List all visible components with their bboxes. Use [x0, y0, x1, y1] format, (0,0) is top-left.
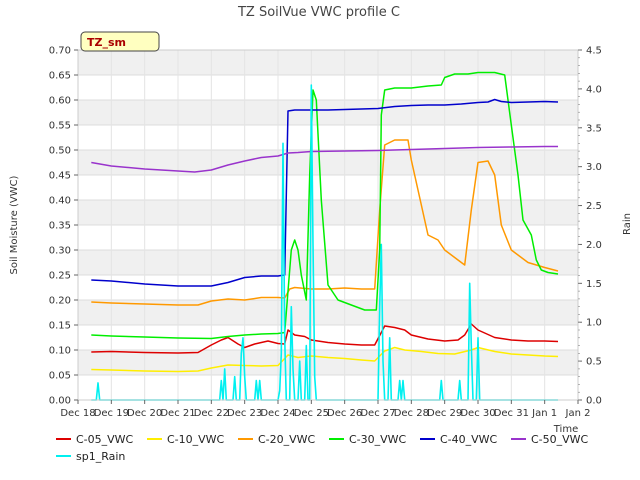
x-tick-label: Jan 2 — [565, 408, 591, 419]
legend-label: C-05_VWC — [76, 433, 134, 446]
x-tick-label: Dec 18 — [60, 408, 95, 419]
x-tick-label: Dec 27 — [360, 408, 395, 419]
y-tick-label: 0.65 — [49, 71, 71, 82]
x-tick-label: Dec 25 — [294, 408, 329, 419]
y-tick-label: 0.40 — [49, 196, 71, 207]
chart-title: TZ SoilVue VWC profile C — [237, 5, 400, 20]
y2-tick-label: 2.0 — [586, 240, 602, 251]
series-line-c-10-vwc — [91, 346, 559, 373]
x-tick-label: Dec 21 — [160, 408, 195, 419]
background-band — [78, 50, 578, 75]
y-axis-ticks: 0.00 0.05 0.10 0.15 0.20 0.25 0.30 0.35 0.40 0.45… — [49, 46, 78, 407]
background-band — [78, 375, 578, 400]
y-tick-label: 0.00 — [49, 396, 71, 407]
y2-axis-label: Rain — [622, 213, 633, 235]
legend-label: C-40_VWC — [440, 433, 498, 446]
background-band — [78, 175, 578, 200]
site-badge: TZ_sm — [80, 31, 160, 52]
x-axis-label: Time — [553, 424, 578, 435]
y2-tick-label: 0.5 — [586, 357, 602, 368]
x-tick-label: Dec 22 — [194, 408, 229, 419]
background-band — [78, 125, 578, 150]
x-tick-label: Jan 1 — [531, 408, 557, 419]
y-tick-label: 0.55 — [49, 121, 71, 132]
y2-axis-ticks: 0.0 0.5 1.0 1.5 2.0 2.5 3.0 3.5 4.0 4.5 — [578, 46, 602, 407]
y2-tick-label: 3.0 — [586, 162, 602, 173]
background-band — [78, 75, 578, 100]
y2-tick-label: 1.5 — [586, 279, 602, 290]
series-line-c-50-vwc — [91, 145, 558, 173]
x-tick-label: Dec 20 — [127, 408, 162, 419]
y2-tick-label: 0.0 — [586, 396, 602, 407]
y-tick-label: 0.45 — [49, 171, 71, 182]
background-bands — [78, 50, 578, 400]
legend: C-05_VWC C-10_VWC C-20_VWC C-30_VWC C-40_VWC… — [56, 433, 589, 463]
x-tick-label: Dec 26 — [327, 408, 362, 419]
x-tick-label: Dec 19 — [94, 408, 129, 419]
y-tick-label: 0.35 — [49, 221, 71, 232]
x-tick-label: Dec 24 — [260, 408, 295, 419]
legend-label: C-50_VWC — [531, 433, 589, 446]
y2-tick-label: 4.5 — [586, 46, 602, 57]
y2-tick-label: 3.5 — [586, 123, 602, 134]
x-tick-label: Dec 29 — [427, 408, 462, 419]
series-line-c-20-vwc — [91, 139, 559, 306]
legend-label: sp1_Rain — [76, 450, 125, 463]
y2-tick-label: 2.5 — [586, 201, 602, 212]
y2-tick-label: 4.0 — [586, 84, 602, 95]
legend-label: C-30_VWC — [349, 433, 407, 446]
site-badge-text: TZ_sm — [87, 36, 126, 49]
background-band — [78, 150, 578, 175]
background-band — [78, 225, 578, 250]
y-tick-label: 0.30 — [49, 246, 71, 257]
series-line-c-30-vwc — [91, 71, 559, 340]
y-tick-label: 0.15 — [49, 321, 71, 332]
background-band — [78, 200, 578, 225]
background-band — [78, 100, 578, 125]
x-tick-label: Dec 31 — [494, 408, 529, 419]
y-axis-label: Soil Moisture (VWC) — [9, 175, 20, 274]
legend-label: C-20_VWC — [258, 433, 316, 446]
legend-label: C-10_VWC — [167, 433, 225, 446]
x-tick-label: Dec 30 — [460, 408, 495, 419]
y-tick-label: 0.50 — [49, 146, 71, 157]
series-line-c-40-vwc — [91, 98, 559, 287]
y2-tick-label: 1.0 — [586, 318, 602, 329]
x-tick-label: Dec 28 — [394, 408, 429, 419]
y-tick-label: 0.25 — [49, 271, 71, 282]
y-tick-label: 0.60 — [49, 96, 71, 107]
y-tick-label: 0.70 — [49, 46, 71, 57]
x-tick-label: Dec 23 — [227, 408, 262, 419]
y-tick-label: 0.10 — [49, 346, 71, 357]
y-tick-label: 0.05 — [49, 371, 71, 382]
background-band — [78, 250, 578, 275]
y-tick-label: 0.20 — [49, 296, 71, 307]
site-badge-box — [80, 31, 160, 52]
